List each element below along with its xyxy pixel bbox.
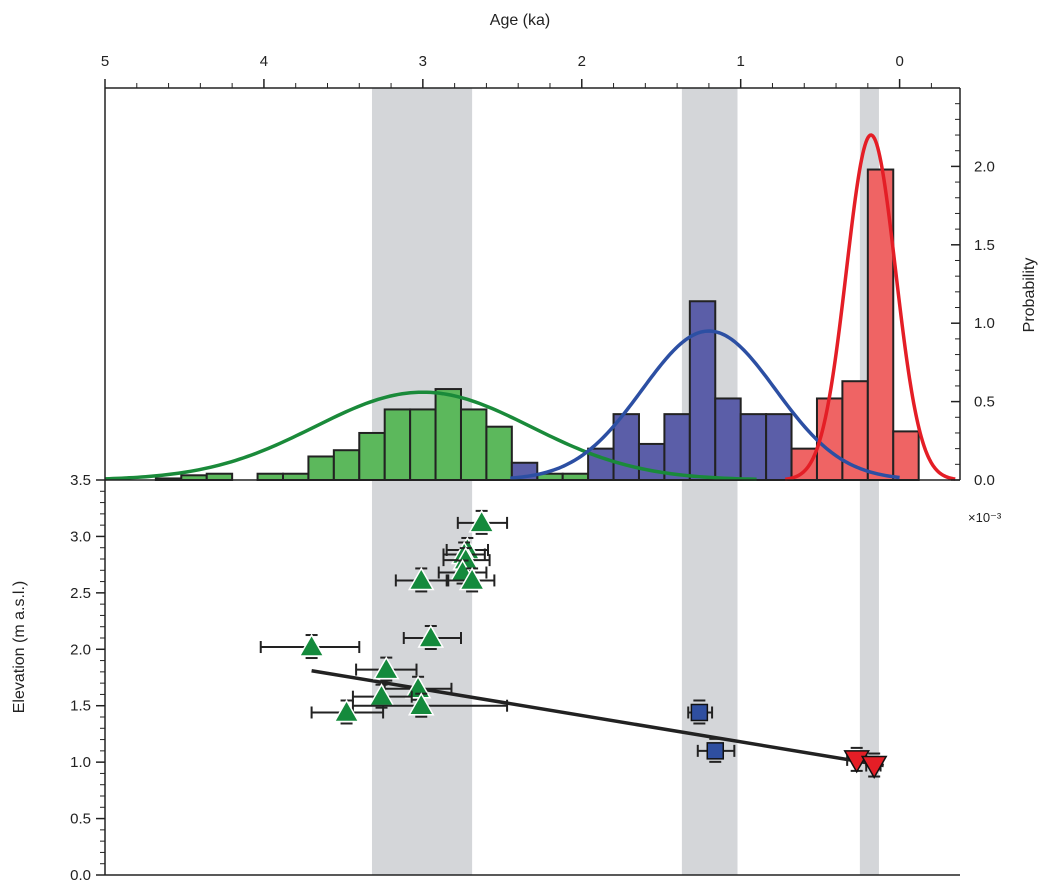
marker-triangle-5 xyxy=(458,566,486,591)
top-tick-label-0: 5 xyxy=(101,53,109,70)
probability-multiplier: ×10⁻³ xyxy=(968,510,1002,525)
histogram-bar-blue-4 xyxy=(663,413,691,482)
left-tick-label-5: 2.5 xyxy=(70,585,91,602)
data-point-9 xyxy=(355,656,418,682)
right-tick-label-0: 0.0 xyxy=(974,472,995,489)
histogram-bar-green-4 xyxy=(281,472,310,481)
left-tick-label-6: 3.0 xyxy=(70,528,91,545)
histogram-bar-green-7 xyxy=(358,431,386,481)
age-band-0 xyxy=(371,88,473,875)
right-tick-label-4: 2.0 xyxy=(974,158,995,175)
top-tick-label-2: 3 xyxy=(419,53,427,70)
data-point-8 xyxy=(259,633,361,660)
histogram-bar-green-6 xyxy=(332,449,361,482)
top-tick-label-3: 2 xyxy=(578,53,586,70)
right-axis-title: Probability xyxy=(1021,258,1038,333)
histogram-bar-blue-6 xyxy=(714,397,742,481)
right-tick-label-1: 0.5 xyxy=(974,394,995,411)
top-tick-label-4: 1 xyxy=(737,53,745,70)
histogram-bar-green-2 xyxy=(205,472,234,481)
histogram-bar-red-0 xyxy=(790,447,818,482)
top-tick-label-1: 4 xyxy=(260,53,268,70)
histogram-bar-green-14 xyxy=(561,472,590,481)
left-tick-label-1: 0.5 xyxy=(70,811,91,828)
data-point-13 xyxy=(310,698,385,725)
data-point-5 xyxy=(447,566,496,593)
marker-square-15 xyxy=(706,742,725,760)
marker-triangle-6 xyxy=(407,566,435,591)
trendline-line xyxy=(311,669,885,768)
histogram-bar-blue-5 xyxy=(688,300,717,481)
data-point-7 xyxy=(402,624,462,650)
probability-curves xyxy=(104,133,956,481)
histogram-bar-green-5 xyxy=(307,455,335,482)
left-axis-title: Elevation (m a.s.l.) xyxy=(11,581,28,713)
data-points xyxy=(259,509,888,780)
curve-red xyxy=(784,133,956,481)
left-tick-label-2: 1.0 xyxy=(70,754,91,771)
left-tick-label-3: 1.5 xyxy=(70,698,91,715)
age-bands xyxy=(371,88,879,875)
marker-square-14 xyxy=(690,703,709,722)
curve-green xyxy=(104,390,757,481)
right-tick-label-3: 1.5 xyxy=(974,237,995,254)
data-point-0 xyxy=(456,509,509,535)
axes: 5 4 3 2 1 0 0.0 0.5 1.0 1.5 2.0 0.0 0.5 1.0 1.5 2.0 2.5 3… xyxy=(70,53,995,881)
left-tick-label-4: 2.0 xyxy=(70,641,91,658)
trendline xyxy=(311,669,885,768)
histogram-bar-green-10 xyxy=(434,388,462,481)
histogram-bar-blue-7 xyxy=(739,413,768,482)
marker-triangle-down-17 xyxy=(860,755,888,780)
left-tick-label-7: 3.5 xyxy=(70,472,91,489)
histogram-bar-green-12 xyxy=(485,425,513,481)
histogram-bar-blue-3 xyxy=(637,442,666,482)
curve-blue xyxy=(510,329,900,480)
marker-triangle-9 xyxy=(372,656,400,680)
top-axis-title: Age (ka) xyxy=(490,12,550,29)
data-point-14 xyxy=(687,699,714,725)
histogram-bar-green-11 xyxy=(459,408,488,481)
marker-triangle-7 xyxy=(417,624,445,648)
marker-triangle-0 xyxy=(468,509,495,533)
data-point-17 xyxy=(860,752,888,780)
histogram-bar-blue-8 xyxy=(765,413,793,482)
histogram-bar-red-4 xyxy=(892,430,920,481)
right-tick-label-2: 1.0 xyxy=(974,315,995,332)
data-point-15 xyxy=(696,737,736,763)
histogram-bar-green-8 xyxy=(383,408,412,481)
top-tick-label-5: 0 xyxy=(895,53,903,70)
left-tick-label-0: 0.0 xyxy=(70,867,91,881)
marker-triangle-13 xyxy=(333,698,360,723)
data-point-6 xyxy=(394,566,448,593)
histogram-bar-green-9 xyxy=(409,408,437,481)
data-point-12 xyxy=(351,692,509,718)
marker-triangle-12 xyxy=(407,692,435,716)
histogram-bar-green-3 xyxy=(256,472,284,481)
marker-triangle-8 xyxy=(298,633,325,657)
histograms xyxy=(154,168,920,482)
